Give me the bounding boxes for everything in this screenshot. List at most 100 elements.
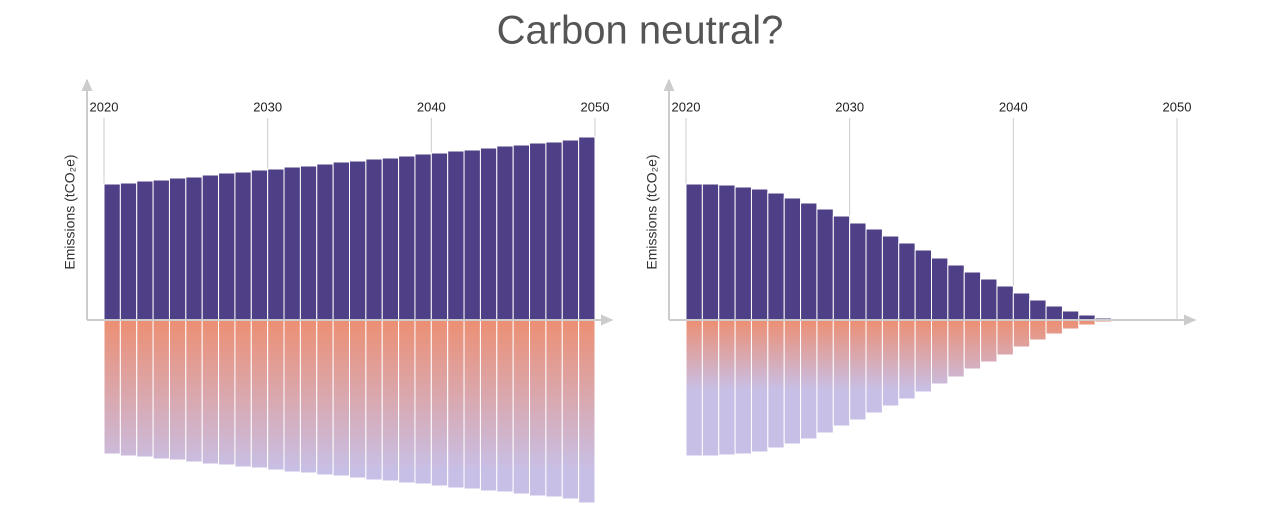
bar	[136, 180, 154, 321]
bar	[767, 319, 785, 449]
bar	[980, 278, 998, 321]
bar	[931, 319, 949, 385]
bar	[1045, 305, 1063, 321]
bar	[865, 228, 883, 321]
bar	[152, 319, 170, 460]
bar	[185, 176, 203, 321]
x-tick-label: 2050	[1163, 99, 1192, 114]
x-tick-label: 2040	[417, 99, 446, 114]
bar	[947, 319, 965, 378]
bar	[398, 155, 416, 321]
bar	[963, 271, 982, 321]
bar	[701, 319, 720, 457]
bar	[479, 147, 498, 321]
bar	[365, 158, 383, 321]
bar	[832, 215, 851, 321]
y-axis-label: Emissions (tCO₂e)	[62, 154, 78, 269]
bar	[578, 136, 596, 321]
bar	[349, 319, 367, 479]
bar	[996, 319, 1014, 356]
bar	[898, 319, 916, 400]
bar	[234, 319, 252, 468]
bar	[201, 319, 220, 465]
bar	[767, 192, 785, 321]
bar	[496, 319, 514, 493]
bar	[561, 319, 580, 500]
bar	[914, 249, 933, 321]
bar	[980, 319, 998, 363]
bar	[718, 319, 736, 456]
page-title: Carbon neutral?	[497, 9, 784, 53]
bar	[685, 183, 703, 321]
bar	[119, 182, 138, 321]
bar	[381, 157, 400, 321]
bar	[103, 319, 121, 455]
bar	[1061, 319, 1080, 330]
bar	[750, 188, 769, 321]
bar	[267, 168, 285, 321]
x-tick-label: 2050	[581, 99, 610, 114]
bar	[398, 319, 416, 484]
bar	[914, 319, 933, 393]
bar	[996, 285, 1014, 321]
bar	[316, 319, 334, 476]
bar	[529, 142, 547, 321]
bar	[496, 145, 514, 321]
bar	[218, 319, 236, 466]
bar	[1029, 319, 1047, 341]
bar	[185, 319, 203, 463]
bar	[201, 174, 220, 321]
bar	[718, 184, 736, 321]
bar	[561, 139, 580, 321]
bar	[816, 208, 834, 321]
x-tick-label: 2020	[90, 99, 119, 114]
bar	[1012, 292, 1031, 321]
bar	[250, 319, 269, 469]
bar	[832, 319, 851, 427]
bar	[218, 172, 236, 321]
bar	[381, 319, 400, 482]
bar	[947, 264, 965, 321]
bar	[1045, 319, 1063, 335]
x-tick-label: 2020	[672, 99, 701, 114]
bar	[250, 169, 269, 321]
bar	[849, 319, 867, 421]
bar	[734, 186, 752, 321]
bar	[463, 149, 481, 321]
bar	[447, 150, 465, 321]
bar	[701, 183, 720, 321]
bar	[234, 171, 252, 321]
bar	[881, 319, 900, 407]
bar	[152, 179, 170, 321]
bar	[849, 222, 867, 321]
bar	[1012, 319, 1031, 348]
bar	[103, 183, 121, 321]
bar	[963, 319, 982, 370]
bar	[332, 161, 350, 321]
bar	[136, 319, 154, 458]
bar	[545, 141, 563, 321]
x-tick-label: 2030	[253, 99, 282, 114]
bar	[545, 319, 563, 498]
bar	[316, 163, 334, 321]
bar	[750, 319, 769, 453]
bar	[119, 319, 138, 457]
bar	[1061, 310, 1080, 321]
bar	[430, 152, 449, 321]
bar	[463, 319, 481, 490]
bar	[578, 319, 596, 504]
bar	[447, 319, 465, 489]
x-tick-label: 2040	[999, 99, 1028, 114]
bar	[783, 319, 802, 445]
bar	[414, 319, 432, 485]
bar	[283, 166, 301, 321]
bar	[168, 177, 187, 321]
bar	[414, 153, 432, 321]
bar	[865, 319, 883, 414]
bar	[734, 319, 752, 455]
bar	[299, 319, 318, 474]
bar	[365, 319, 383, 481]
bar	[1029, 299, 1047, 321]
x-tick-label: 2030	[835, 99, 864, 114]
